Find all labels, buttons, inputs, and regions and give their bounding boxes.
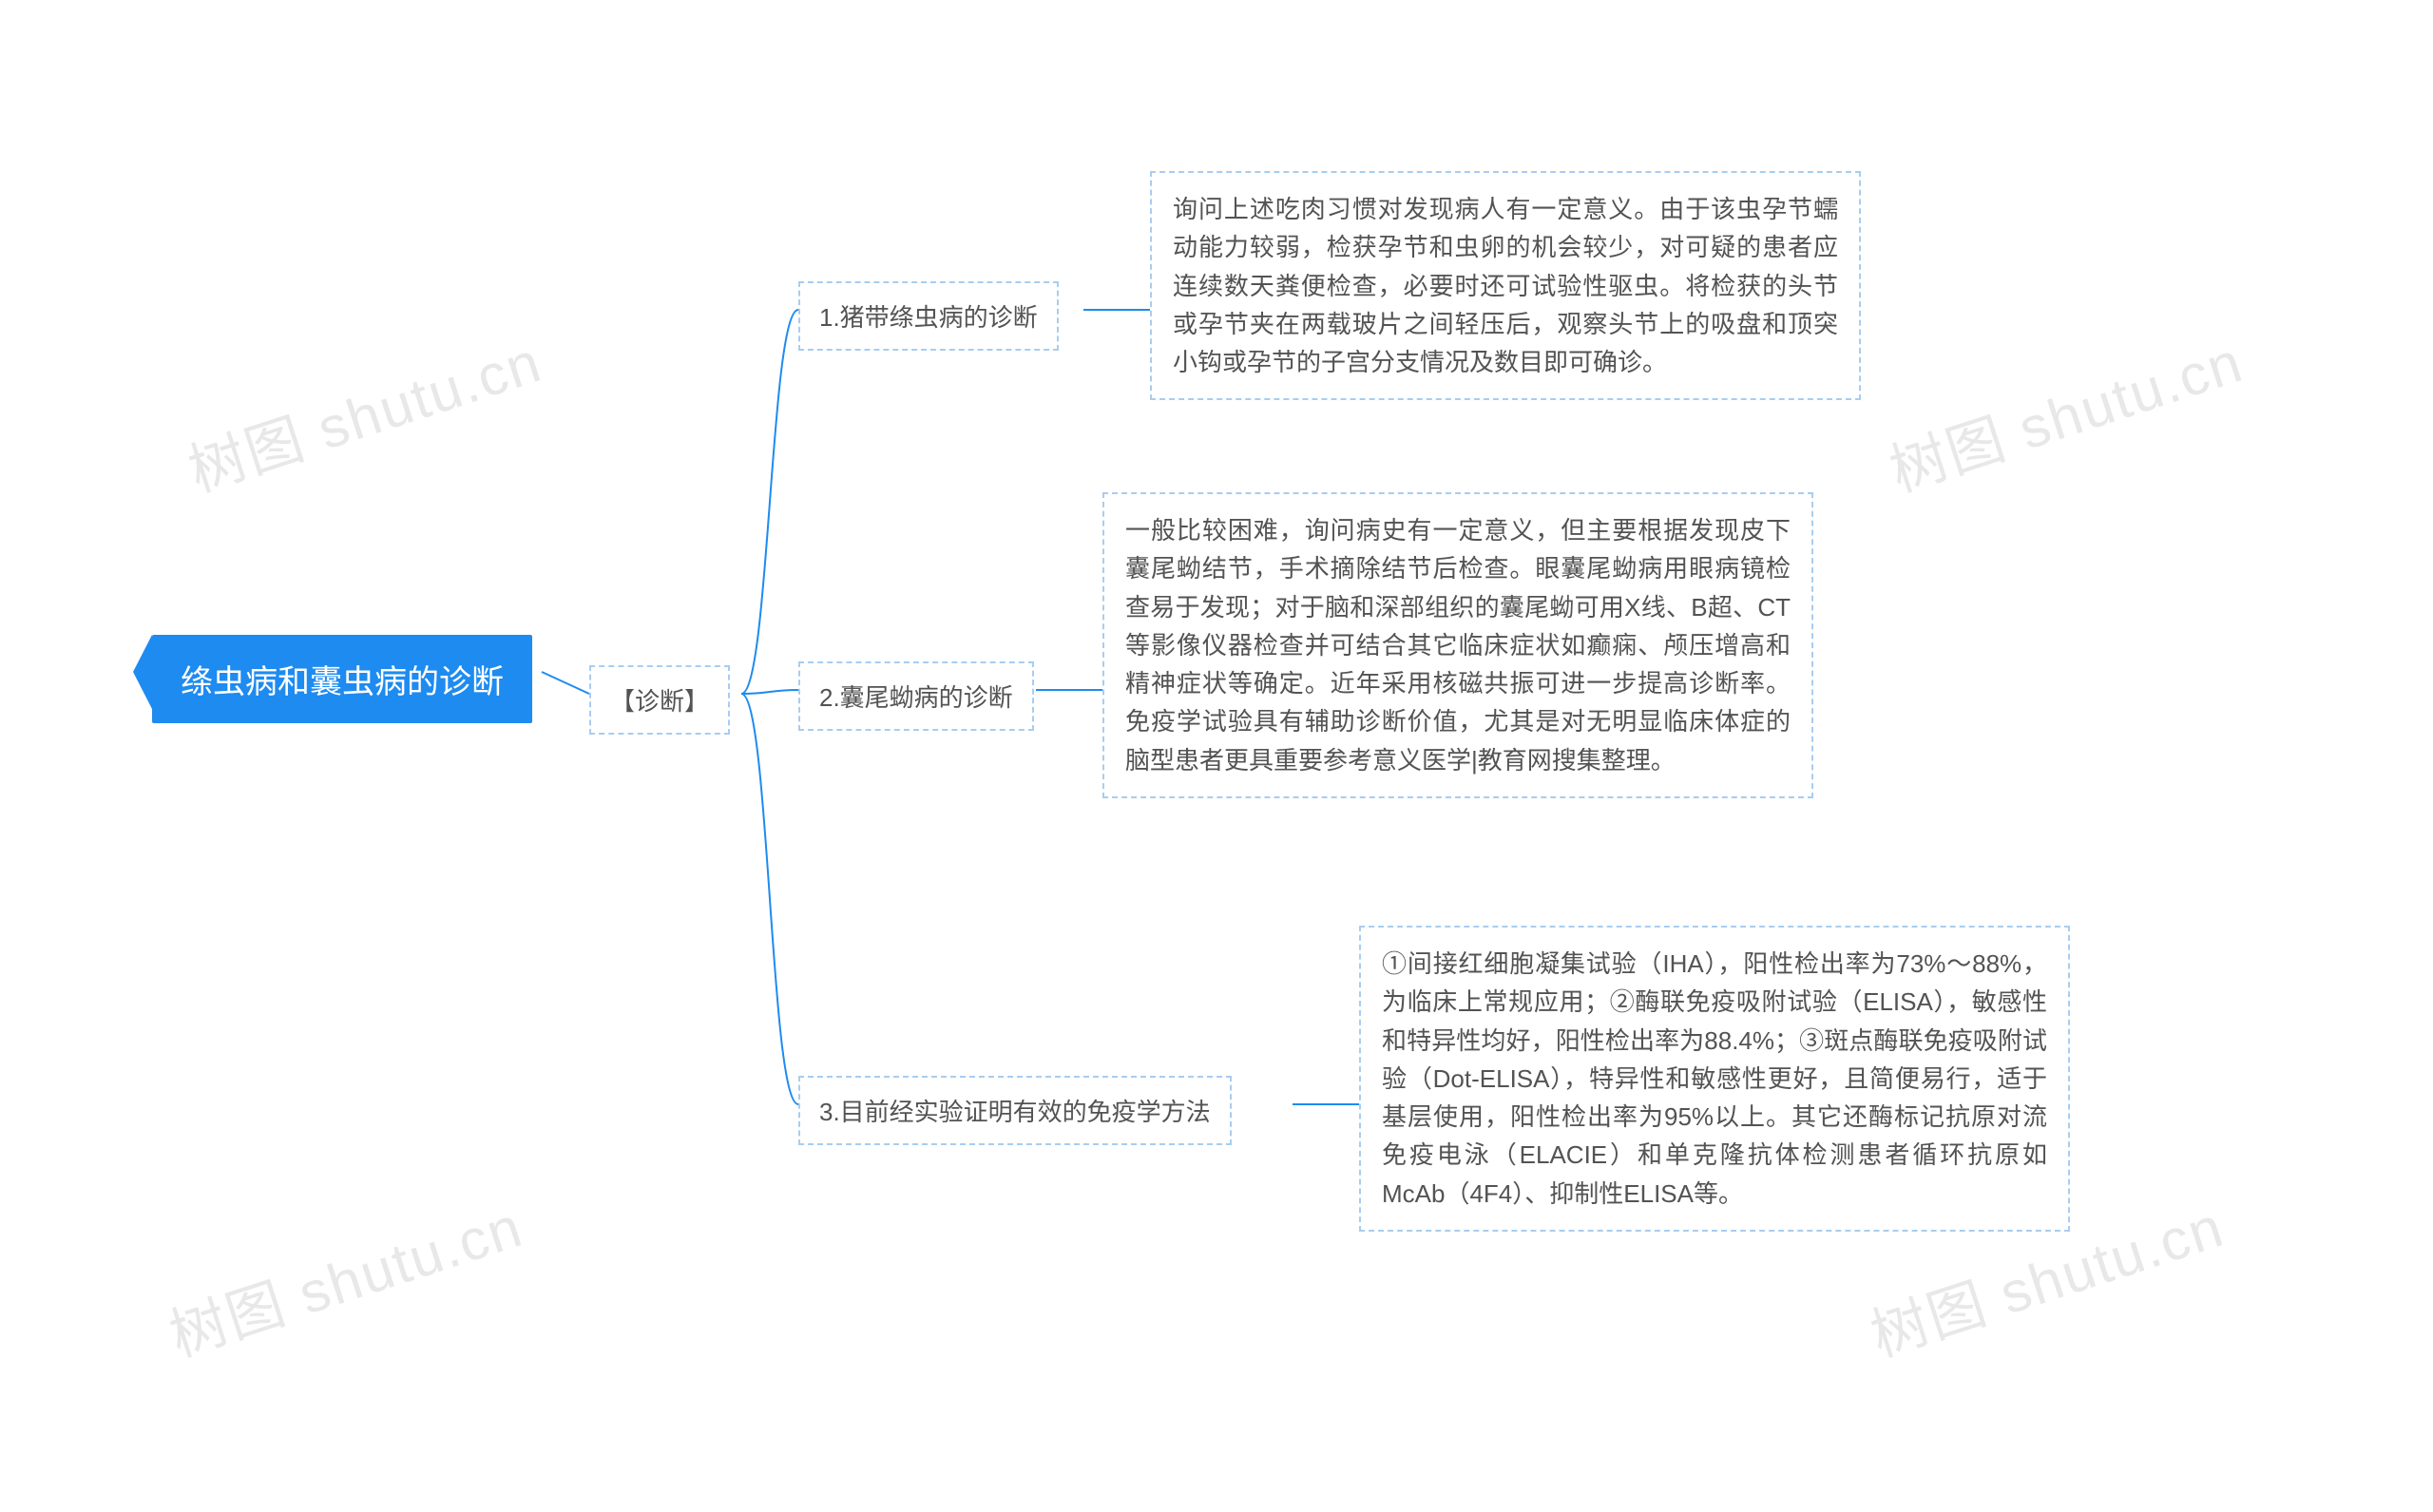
root-node: 绦虫病和囊虫病的诊断 — [152, 635, 532, 723]
item-1-label: 1.猪带绦虫病的诊断 — [798, 281, 1059, 351]
item-2-label: 2.囊尾蚴病的诊断 — [798, 661, 1034, 731]
level1-node: 【诊断】 — [589, 665, 730, 735]
item-3-detail: ①间接红细胞凝集试验（IHA），阳性检出率为73%～88%，为临床上常规应用；②… — [1359, 926, 2070, 1232]
watermark: 树图 shutu.cn — [177, 316, 551, 508]
item-1-detail: 询问上述吃肉习惯对发现病人有一定意义。由于该虫孕节蠕动能力较弱，检获孕节和虫卵的… — [1150, 171, 1861, 400]
watermark: 树图 shutu.cn — [1878, 316, 2252, 508]
item-2-detail: 一般比较困难，询问病史有一定意义，但主要根据发现皮下囊尾蚴结节，手术摘除结节后检… — [1102, 492, 1813, 798]
watermark: 树图 shutu.cn — [158, 1181, 532, 1373]
item-3-label: 3.目前经实验证明有效的免疫学方法 — [798, 1076, 1232, 1145]
